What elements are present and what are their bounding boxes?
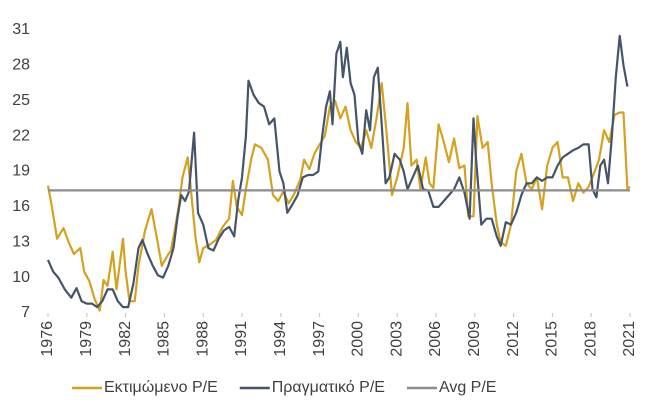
y-tick-label: 7 [21,304,30,321]
x-tick-label: 2015 [544,321,561,357]
x-tick-label: 1985 [156,321,173,357]
x-tick-label: 2021 [621,321,638,357]
legend-label: Εκτιμώμενο P/E [104,379,218,396]
x-tick-label: 2012 [505,321,522,357]
legend-label: Avg P/E [439,379,497,396]
x-tick-label: 2000 [350,321,367,357]
y-tick-label: 31 [12,21,30,38]
y-tick-label: 22 [12,127,30,144]
x-tick-label: 1991 [233,321,250,357]
x-tick-label: 2003 [388,321,405,357]
x-tick-label: 1994 [272,321,289,357]
x-tick-label: 1976 [39,321,56,357]
x-tick-label: 2006 [427,321,444,357]
x-tick-label: 1997 [311,321,328,357]
x-tick-label: 1988 [194,321,211,357]
y-tick-label: 28 [12,57,30,74]
legend-label: Πραγματικό P/E [272,379,385,396]
x-tick-label: 2009 [466,321,483,357]
series-line [46,34,629,309]
y-tick-label: 19 [12,163,30,180]
y-tick-label: 25 [12,92,30,109]
x-tick-label: 2018 [582,321,599,357]
y-tick-label: 13 [12,233,30,250]
y-tick-label: 16 [12,198,30,215]
y-tick-label: 10 [12,269,30,286]
x-tick-label: 1982 [117,321,134,357]
x-tick-label: 1979 [78,321,95,357]
